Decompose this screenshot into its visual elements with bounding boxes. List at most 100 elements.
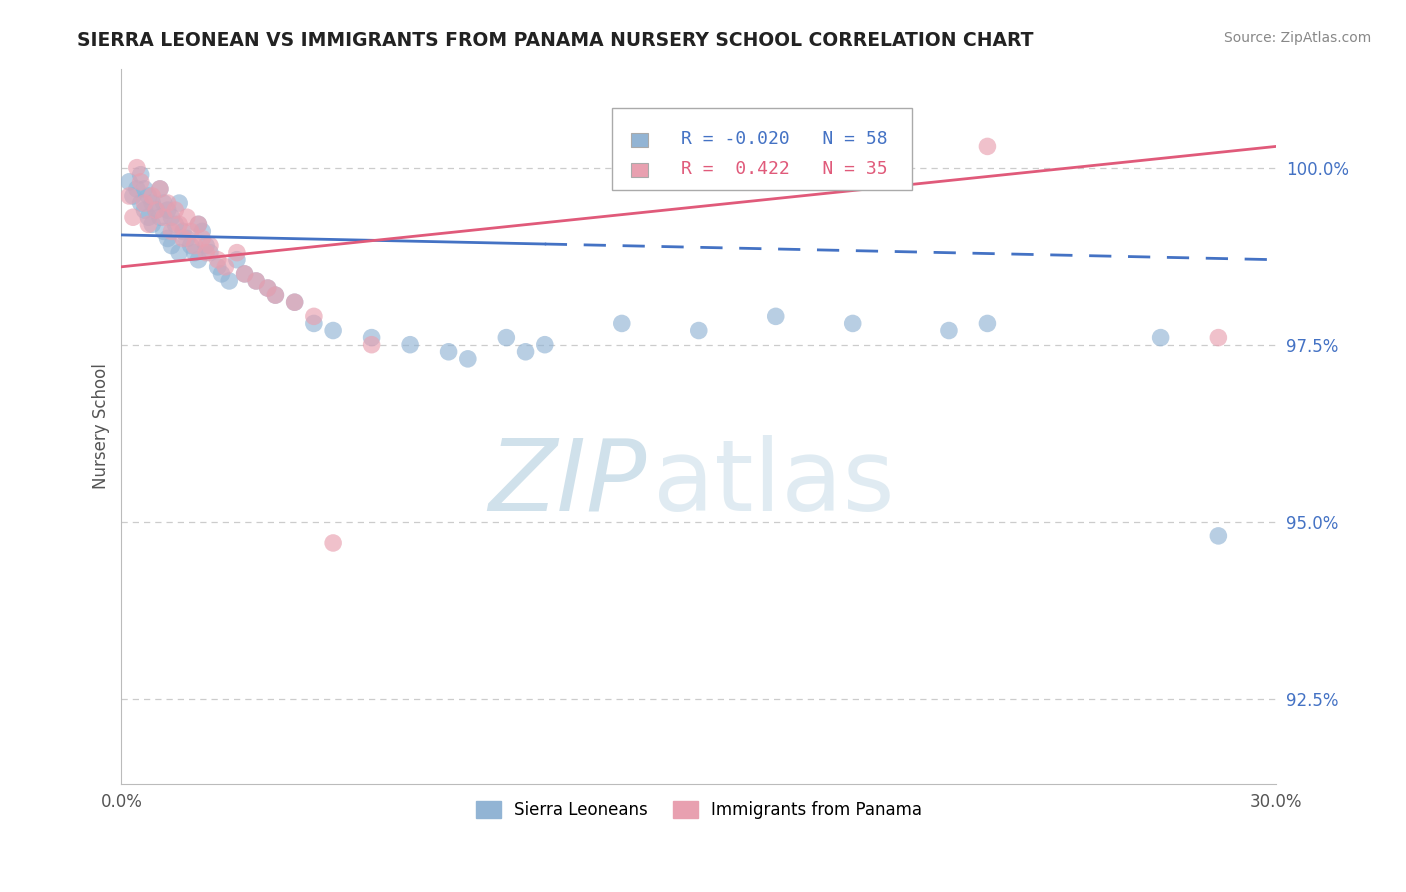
Point bbox=[145, 203, 167, 218]
Point bbox=[195, 238, 218, 252]
Point bbox=[141, 196, 163, 211]
Point bbox=[938, 324, 960, 338]
Point bbox=[207, 252, 229, 267]
Point bbox=[688, 324, 710, 338]
Point bbox=[191, 231, 214, 245]
Point bbox=[152, 211, 174, 225]
Point bbox=[141, 217, 163, 231]
Point bbox=[360, 330, 382, 344]
Point bbox=[122, 211, 145, 225]
Point bbox=[167, 245, 190, 260]
Point bbox=[145, 203, 167, 218]
Point bbox=[134, 182, 156, 196]
Point bbox=[302, 317, 325, 331]
Point bbox=[176, 211, 198, 225]
Point bbox=[264, 288, 287, 302]
FancyBboxPatch shape bbox=[631, 133, 648, 147]
Point bbox=[191, 224, 214, 238]
Point bbox=[160, 238, 183, 252]
Text: ZIP: ZIP bbox=[488, 434, 647, 532]
Point bbox=[149, 211, 172, 225]
Y-axis label: Nursery School: Nursery School bbox=[93, 363, 110, 489]
Point bbox=[180, 224, 202, 238]
Point bbox=[976, 139, 998, 153]
Point bbox=[284, 295, 307, 310]
Point bbox=[149, 182, 172, 196]
Point bbox=[129, 196, 152, 211]
Text: Source: ZipAtlas.com: Source: ZipAtlas.com bbox=[1223, 31, 1371, 45]
Point bbox=[156, 203, 179, 218]
Point bbox=[533, 337, 555, 351]
Point bbox=[225, 245, 247, 260]
Point bbox=[183, 245, 205, 260]
Point bbox=[129, 175, 152, 189]
Text: R = -0.020   N = 58: R = -0.020 N = 58 bbox=[682, 129, 889, 147]
Point bbox=[141, 189, 163, 203]
Point bbox=[129, 168, 152, 182]
Point bbox=[187, 252, 209, 267]
Point bbox=[198, 238, 221, 252]
Point bbox=[138, 189, 160, 203]
Point bbox=[218, 274, 240, 288]
Point bbox=[765, 310, 787, 324]
Point bbox=[122, 189, 145, 203]
Point bbox=[610, 317, 633, 331]
Point bbox=[176, 231, 198, 245]
Point bbox=[233, 267, 256, 281]
Point bbox=[180, 238, 202, 252]
Point bbox=[118, 189, 141, 203]
Point bbox=[284, 295, 307, 310]
Text: atlas: atlas bbox=[652, 434, 894, 532]
Point bbox=[233, 267, 256, 281]
Point bbox=[165, 203, 187, 218]
Point bbox=[125, 161, 148, 175]
Point bbox=[195, 245, 218, 260]
Legend: Sierra Leoneans, Immigrants from Panama: Sierra Leoneans, Immigrants from Panama bbox=[468, 794, 928, 825]
Point bbox=[160, 224, 183, 238]
Point bbox=[187, 217, 209, 231]
Point bbox=[172, 231, 194, 245]
Point bbox=[322, 324, 344, 338]
Point bbox=[134, 203, 156, 218]
Point bbox=[1208, 529, 1230, 543]
FancyBboxPatch shape bbox=[631, 163, 648, 178]
Point bbox=[125, 182, 148, 196]
Point bbox=[211, 267, 233, 281]
Point bbox=[302, 310, 325, 324]
Point bbox=[437, 344, 460, 359]
Point bbox=[256, 281, 278, 295]
Point bbox=[245, 274, 267, 288]
Point bbox=[360, 337, 382, 351]
Point bbox=[167, 196, 190, 211]
Point bbox=[156, 231, 179, 245]
Point bbox=[225, 252, 247, 267]
Point bbox=[167, 217, 190, 231]
Point bbox=[152, 196, 174, 211]
Point bbox=[165, 217, 187, 231]
Point bbox=[183, 238, 205, 252]
Point bbox=[134, 196, 156, 211]
Point bbox=[156, 196, 179, 211]
Point bbox=[207, 260, 229, 274]
Point bbox=[138, 211, 160, 225]
Text: R =  0.422   N = 35: R = 0.422 N = 35 bbox=[682, 160, 889, 178]
Point bbox=[399, 337, 422, 351]
Point bbox=[1149, 330, 1171, 344]
Text: SIERRA LEONEAN VS IMMIGRANTS FROM PANAMA NURSERY SCHOOL CORRELATION CHART: SIERRA LEONEAN VS IMMIGRANTS FROM PANAMA… bbox=[77, 31, 1033, 50]
Point bbox=[256, 281, 278, 295]
Point bbox=[841, 317, 863, 331]
Point bbox=[457, 351, 479, 366]
Point bbox=[198, 245, 221, 260]
Point bbox=[976, 317, 998, 331]
Point bbox=[1208, 330, 1230, 344]
Point bbox=[118, 175, 141, 189]
Point bbox=[515, 344, 537, 359]
Point bbox=[152, 224, 174, 238]
Point bbox=[264, 288, 287, 302]
Point bbox=[245, 274, 267, 288]
Point bbox=[322, 536, 344, 550]
Point bbox=[187, 217, 209, 231]
FancyBboxPatch shape bbox=[612, 108, 912, 190]
Point bbox=[214, 260, 236, 274]
Point bbox=[138, 217, 160, 231]
